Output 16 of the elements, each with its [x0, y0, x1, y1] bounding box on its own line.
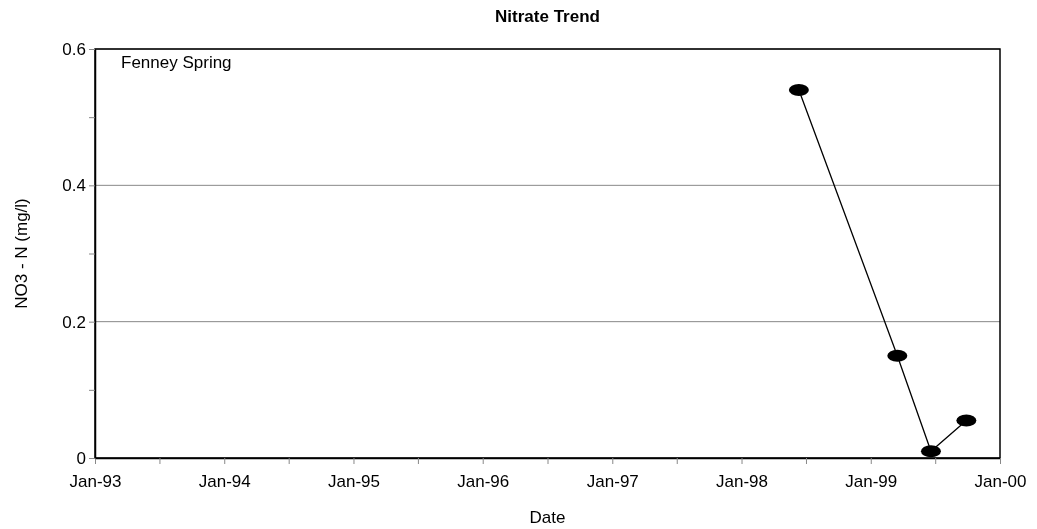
x-tick-label: Jan-96	[457, 472, 510, 492]
y-tick-label: 0	[76, 448, 86, 468]
x-tick-label: Jan-93	[69, 472, 122, 492]
y-tick-label: 0.4	[62, 176, 86, 196]
y-tick-label: 0.2	[62, 312, 86, 332]
y-tick-label: 0.6	[62, 39, 86, 59]
x-tick-label: Jan-99	[845, 472, 898, 492]
chart-title: Nitrate Trend	[495, 7, 600, 26]
x-axis-title: Date	[529, 508, 566, 527]
y-axis-title: NO3 - N (mg/l)	[12, 198, 31, 309]
x-tick-label: Jan-00	[974, 472, 1027, 492]
x-tick-label: Jan-94	[198, 472, 251, 492]
x-tick-label: Jan-98	[716, 472, 769, 492]
x-tick-label: Jan-97	[586, 472, 639, 492]
annotation: Fenney Spring	[121, 53, 232, 72]
x-tick-label: Jan-95	[327, 472, 380, 492]
